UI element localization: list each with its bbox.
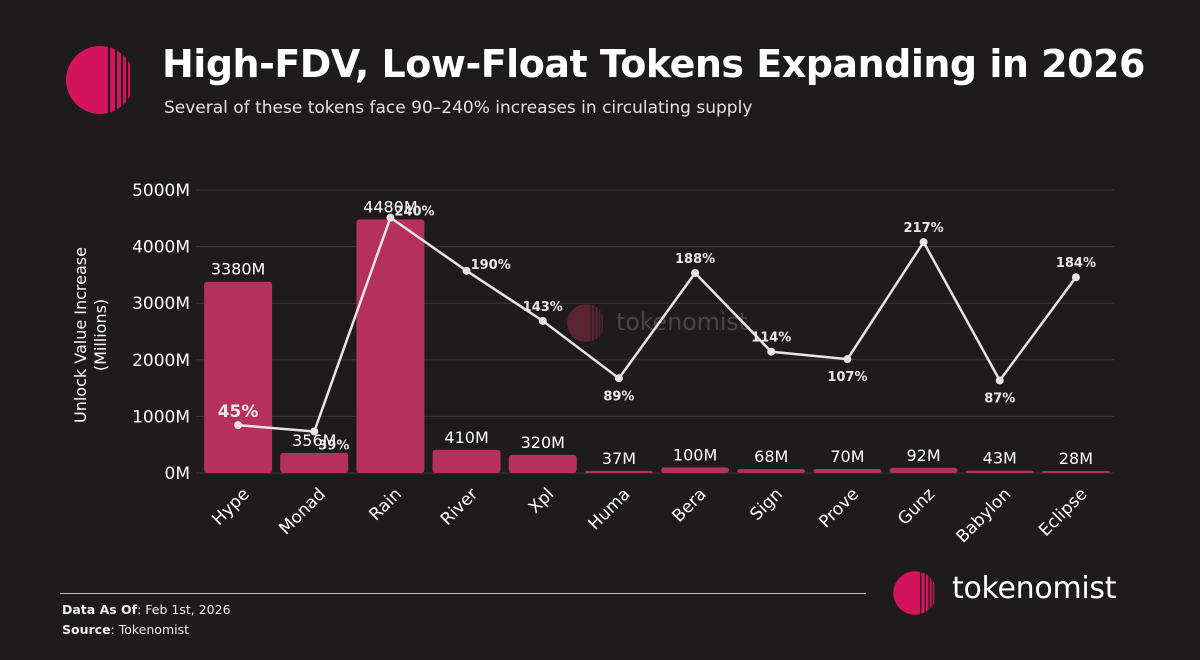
y-tick-label: 3000M bbox=[132, 294, 190, 314]
data-as-of-label: Data As Of bbox=[62, 602, 138, 617]
bar bbox=[280, 452, 349, 473]
chart-subtitle: Several of these tokens face 90–240% inc… bbox=[164, 98, 753, 118]
bar-value-label: 100M bbox=[673, 445, 717, 464]
bar-value-label: 70M bbox=[830, 447, 864, 466]
x-tick-label: Babylon bbox=[952, 484, 1015, 547]
x-tick-label: Bera bbox=[669, 484, 711, 526]
bar bbox=[508, 454, 577, 473]
footer-divider bbox=[60, 593, 866, 594]
bar-value-label: 92M bbox=[906, 446, 940, 465]
bar-value-label: 3380M bbox=[211, 260, 266, 279]
bar-value-label: 4480M bbox=[363, 197, 418, 216]
line-point-label: 217% bbox=[903, 221, 943, 236]
line-point-label: 45% bbox=[218, 402, 259, 422]
bar-value-label: 320M bbox=[521, 433, 565, 452]
bar bbox=[737, 469, 806, 473]
x-tick-label: Hype bbox=[208, 484, 253, 529]
line-point bbox=[234, 421, 243, 430]
line-point bbox=[386, 213, 395, 222]
x-tick-label: Rain bbox=[365, 484, 406, 525]
y-axis-label: Unlock Value Increase(Millions) bbox=[71, 247, 110, 423]
line-point bbox=[691, 268, 700, 277]
y-axis-label-line: (Millions) bbox=[91, 299, 110, 371]
bar bbox=[584, 470, 653, 473]
line-point bbox=[538, 316, 547, 325]
x-tick-label: Eclipse bbox=[1035, 484, 1091, 540]
line-point-label: 89% bbox=[603, 389, 634, 404]
bar bbox=[965, 470, 1034, 473]
bar bbox=[356, 219, 425, 473]
line-point-label: 240% bbox=[394, 205, 434, 220]
bar bbox=[889, 467, 958, 473]
bar bbox=[813, 469, 882, 473]
line-point bbox=[843, 355, 852, 364]
bar bbox=[204, 281, 273, 473]
bar bbox=[661, 467, 730, 473]
y-axis-label-line: Unlock Value Increase bbox=[71, 247, 90, 423]
bar bbox=[1041, 471, 1110, 473]
x-tick-label: Prove bbox=[815, 484, 863, 532]
line-point bbox=[310, 427, 319, 436]
series-line bbox=[237, 216, 1077, 433]
line-point-label: 107% bbox=[827, 370, 867, 385]
brand-logo-icon bbox=[893, 571, 935, 615]
line-point-label: 184% bbox=[1056, 256, 1096, 271]
x-tick-label: River bbox=[437, 484, 482, 529]
x-tick-label: Gunz bbox=[894, 484, 939, 529]
watermark-logo-icon bbox=[567, 304, 603, 342]
tokenomist-logo-icon bbox=[66, 46, 130, 114]
bar-value-label: 410M bbox=[444, 428, 488, 447]
footer-data-as-of: Data As Of: Feb 1st, 2026 bbox=[62, 602, 231, 617]
line-point-label: 114% bbox=[751, 331, 791, 346]
line-point-label: 190% bbox=[471, 258, 511, 273]
line-point bbox=[462, 266, 471, 275]
brand-name: tokenomist bbox=[952, 571, 1117, 606]
chart-title: High-FDV, Low-Float Tokens Expanding in … bbox=[162, 42, 1145, 86]
y-tick-label: 5000M bbox=[132, 181, 190, 201]
y-tick-label: 4000M bbox=[132, 238, 190, 258]
watermark-text: tokenomist bbox=[616, 308, 748, 336]
source-value: : Tokenomist bbox=[110, 622, 190, 637]
line-point bbox=[995, 376, 1004, 385]
line-point-label: 143% bbox=[523, 300, 563, 315]
line-point bbox=[1071, 273, 1080, 282]
y-tick-label: 0M bbox=[165, 464, 190, 484]
x-tick-label: Huma bbox=[585, 484, 635, 534]
line-point-label: 39% bbox=[318, 439, 349, 454]
line-point-label: 188% bbox=[675, 252, 715, 267]
bar-value-label: 356M bbox=[292, 431, 336, 450]
data-as-of-value: : Feb 1st, 2026 bbox=[137, 602, 231, 617]
footer-source: Source: Tokenomist bbox=[62, 622, 189, 637]
source-label: Source bbox=[62, 622, 111, 637]
bar-value-label: 28M bbox=[1059, 449, 1093, 468]
y-tick-label: 1000M bbox=[132, 407, 190, 427]
bar-value-label: 68M bbox=[754, 447, 788, 466]
x-tick-label: Xpl bbox=[525, 484, 558, 517]
y-tick-label: 2000M bbox=[132, 351, 190, 371]
bar-value-label: 43M bbox=[983, 449, 1017, 468]
x-tick-label: Monad bbox=[275, 484, 329, 538]
line-point-label: 87% bbox=[984, 391, 1015, 406]
bar-value-label: 37M bbox=[602, 449, 636, 468]
line-point bbox=[614, 374, 623, 383]
bar bbox=[432, 449, 501, 473]
line-point bbox=[767, 347, 776, 356]
line-point bbox=[919, 238, 928, 247]
x-tick-label: Sign bbox=[746, 484, 786, 524]
